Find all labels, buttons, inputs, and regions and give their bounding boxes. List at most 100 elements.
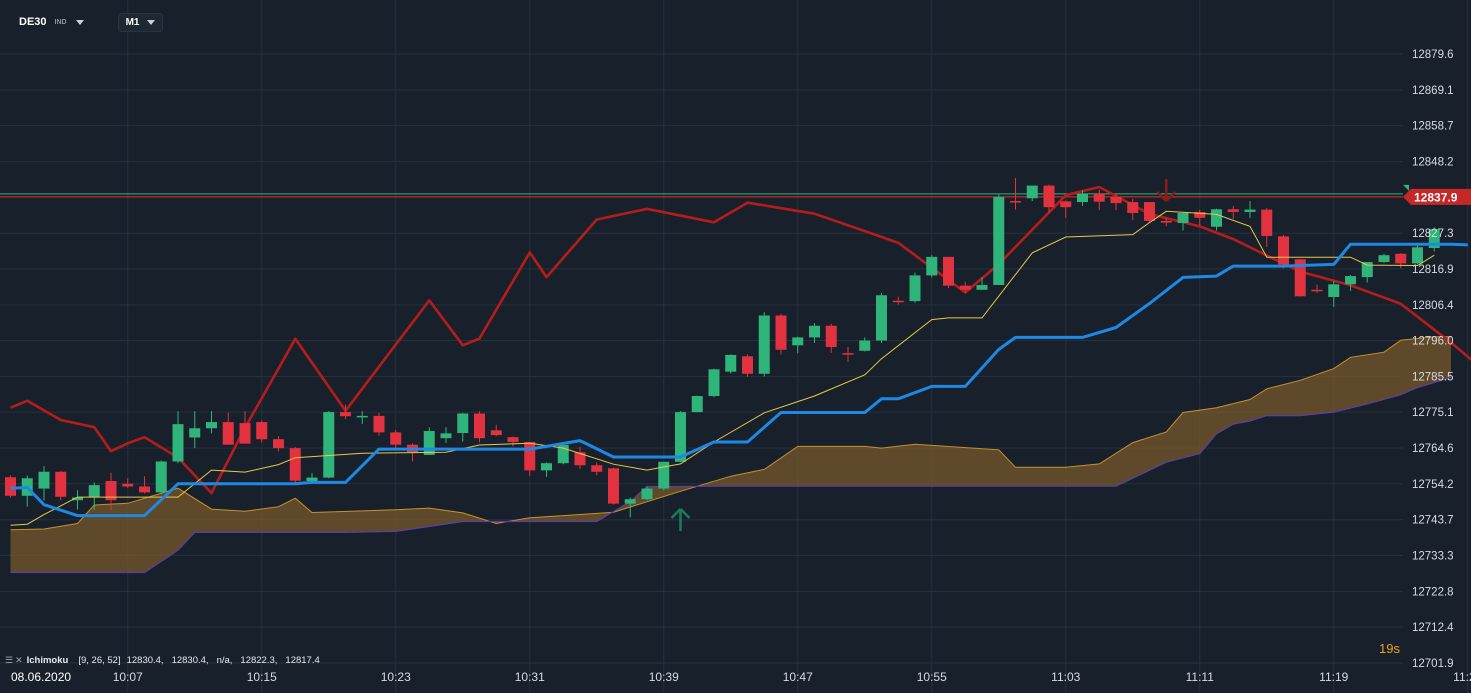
candle: [1412, 244, 1423, 265]
time-tick-label: 10:31: [515, 670, 545, 684]
candle-countdown: 19s: [1379, 641, 1400, 656]
settings-lines-icon[interactable]: ☰: [5, 655, 14, 665]
chikou-span-line: [10, 185, 1471, 495]
candle-body: [105, 481, 117, 501]
candle-body: [1261, 209, 1273, 236]
candle-body: [155, 461, 167, 493]
candle: [842, 347, 854, 362]
chevron-down-icon: [146, 19, 155, 25]
candle-body: [55, 471, 67, 497]
close-icon[interactable]: ✕: [15, 655, 23, 665]
candle: [641, 486, 653, 501]
candle: [1211, 208, 1222, 231]
price-tick-label: 12712.4: [1412, 622, 1454, 634]
candle: [390, 429, 402, 449]
price-tick-label: 12754.2: [1412, 479, 1454, 491]
candle-body: [1328, 284, 1340, 297]
candle: [289, 447, 301, 484]
candle-body: [507, 437, 519, 442]
price-tick-label: 12869.1: [1412, 85, 1454, 97]
candle-body: [390, 432, 402, 445]
candle-body: [842, 353, 854, 355]
symbol-selector[interactable]: DE30 IND: [19, 16, 84, 28]
candle: [1278, 234, 1289, 269]
candle: [959, 281, 971, 293]
candle: [708, 368, 720, 398]
candle: [1428, 227, 1440, 252]
candle-body: [976, 284, 988, 290]
indicator-params: [9, 26, 52]: [78, 655, 121, 666]
candle-body: [1043, 185, 1055, 208]
candle: [775, 313, 787, 355]
time-tick-label: 11:11: [1186, 670, 1215, 684]
candle-body: [1177, 213, 1189, 223]
candle-body: [440, 433, 452, 439]
candle: [892, 296, 904, 305]
indicator-name[interactable]: Ichimoku: [26, 655, 69, 666]
candle-body: [222, 422, 234, 445]
candle: [1378, 253, 1390, 263]
candle-body: [658, 461, 670, 489]
candle-body: [608, 468, 619, 504]
candle: [323, 411, 335, 479]
candle: [909, 272, 921, 303]
indicator-value: 12817.4: [285, 655, 320, 666]
indicator-value: n/a,: [216, 655, 233, 666]
candle: [1010, 178, 1021, 210]
candle-body: [423, 430, 435, 455]
indicator-legend: ☰ ✕ Ichimoku [9, 26, 52] 12830.4, 12830.…: [5, 655, 328, 666]
candle-body: [1194, 211, 1206, 218]
candle: [38, 466, 50, 501]
candle-body: [273, 439, 284, 449]
candle: [792, 336, 804, 354]
candle: [1043, 184, 1055, 213]
candle-body: [959, 285, 971, 290]
candle: [1345, 275, 1356, 291]
candle-body: [926, 256, 938, 276]
candle: [356, 411, 368, 425]
indicator-value: 12822.3,: [240, 655, 278, 666]
candle-body: [541, 463, 552, 471]
candle: [1328, 280, 1340, 307]
candle-body: [1110, 196, 1122, 204]
candle: [189, 411, 201, 449]
ask-price-marker: [1403, 184, 1409, 191]
candle-body: [38, 471, 50, 489]
candle-body: [1144, 202, 1155, 221]
candle: [1110, 194, 1122, 211]
candle: [1227, 205, 1239, 220]
candle: [423, 427, 435, 455]
candle-body: [524, 441, 536, 471]
price-tick-label: 12701.9: [1412, 658, 1454, 670]
candle-body: [189, 428, 201, 438]
candle-body: [474, 413, 485, 439]
candle-body: [859, 340, 871, 351]
candle-body: [490, 430, 502, 436]
timeframe-selector[interactable]: M1: [117, 12, 163, 32]
candle-body: [591, 465, 603, 472]
candle-body: [825, 325, 837, 348]
candle-body: [88, 485, 100, 498]
candle: [825, 323, 837, 353]
candle: [608, 467, 619, 505]
time-tick-label: 10:15: [247, 670, 277, 684]
ichimoku-cloud: [10, 336, 1451, 573]
candle: [574, 446, 586, 470]
candle: [222, 412, 234, 445]
candle-body: [725, 354, 737, 372]
candle-body: [373, 415, 385, 433]
candle: [1026, 185, 1038, 202]
candle: [725, 354, 737, 374]
candle: [373, 412, 385, 436]
buy-signal-arrow-icon: [670, 508, 691, 531]
candle-body: [909, 275, 921, 302]
price-tick-label: 12858.7: [1412, 121, 1454, 133]
candle: [457, 412, 469, 442]
candle-body: [1127, 202, 1139, 214]
candle: [5, 475, 16, 498]
senkou-span-a-line: [10, 336, 1451, 531]
candle-body: [1227, 209, 1239, 212]
current-price-label: 12837.9: [1414, 190, 1458, 204]
